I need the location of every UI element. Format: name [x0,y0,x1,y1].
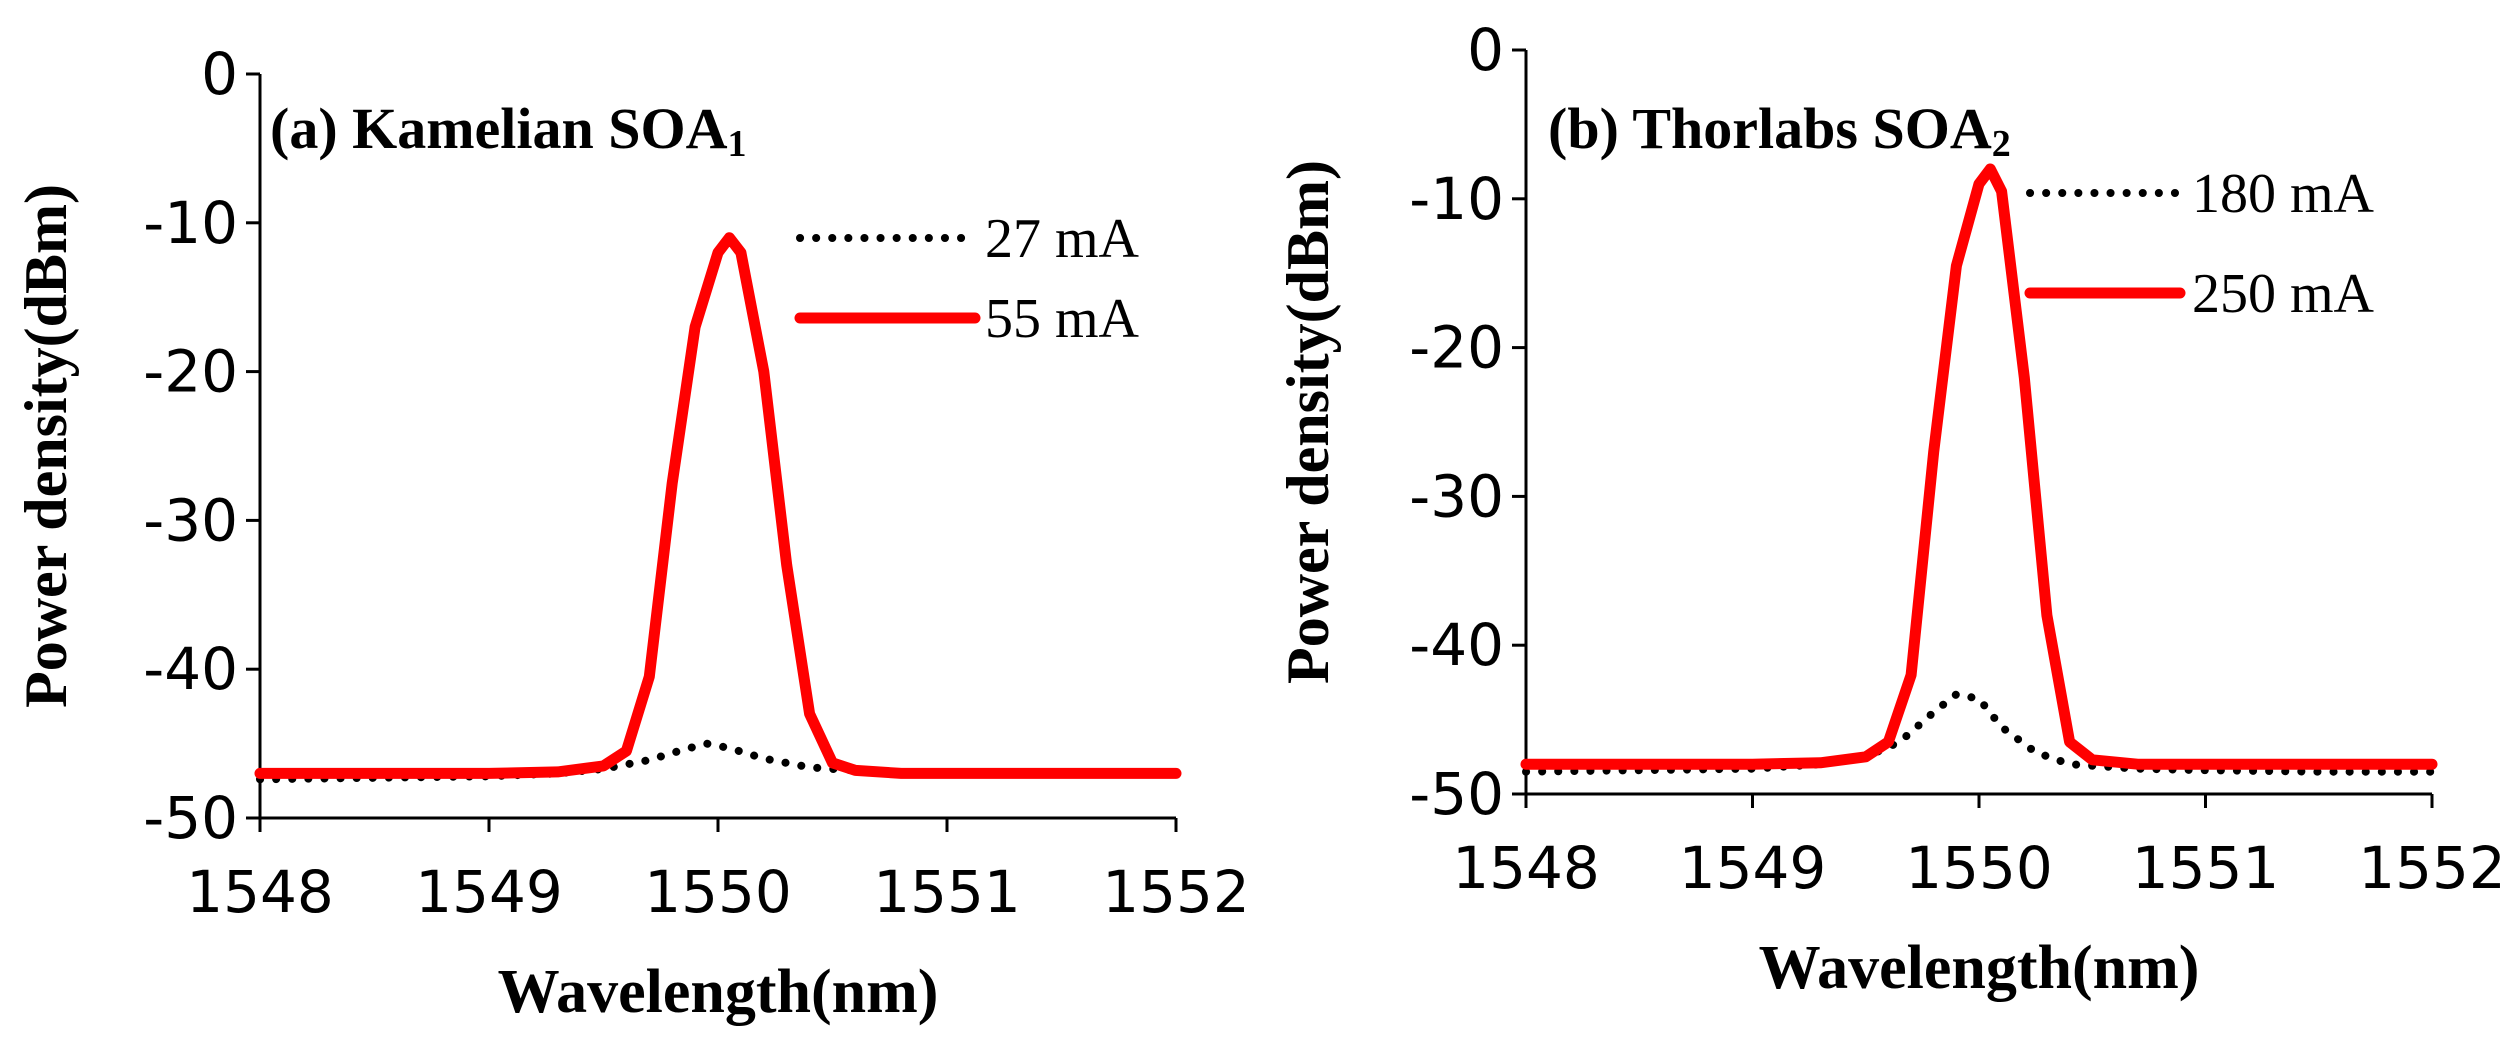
x-axis-label: Wavelength(nm) [498,958,939,1026]
y-tick-label: -20 [1409,314,1504,382]
y-axis-label: Power density(dBm) [1275,160,1341,684]
y-tick-label: -40 [1409,611,1504,679]
x-tick-label: 1550 [644,858,792,926]
y-tick-label: -50 [143,784,238,852]
series-line-27ma [256,739,1180,784]
y-tick-label: -10 [143,189,238,257]
panel-title: (a) Kamelian SOA1 [270,96,747,165]
series-line-55ma [254,232,1182,779]
x-tick-label: 1549 [415,858,563,926]
x-tick-label: 1550 [1905,834,2053,902]
y-tick-label: -30 [143,486,238,554]
y-tick-label: -10 [1409,165,1504,233]
x-axis-label: Wavelength(nm) [1759,934,2200,1002]
panel-title-subscript: 1 [728,123,747,165]
y-tick-label: -50 [1409,760,1504,828]
x-tick-label: 1552 [2358,834,2506,902]
legend-label: 27 mA [985,208,1140,270]
series-line-250ma [1520,163,2438,770]
y-tick-label: 0 [1467,16,1504,84]
y-axis-label: Power density(dBm) [13,184,79,708]
x-tick-label: 1551 [2132,834,2280,902]
x-tick-label: 1552 [1102,858,1250,926]
legend-label: 180 mA [2192,163,2375,225]
y-tick-label: -30 [1409,462,1504,530]
panel-title-main: (b) Thorlabs SOA [1548,96,1992,161]
y-tick-label: 0 [201,40,238,108]
x-tick-label: 1551 [873,858,1021,926]
x-tick-label: 1548 [186,858,334,926]
x-tick-label: 1548 [1452,834,1600,902]
panel-title-subscript: 2 [1992,123,2011,165]
legend-label: 250 mA [2192,263,2375,325]
y-tick-label: -20 [143,338,238,406]
x-tick-label: 1549 [1679,834,1827,902]
panel-title-main: (a) Kamelian SOA [270,96,728,161]
y-tick-label: -40 [143,635,238,703]
panel-title: (b) Thorlabs SOA2 [1548,96,2011,165]
legend-label: 55 mA [985,288,1140,350]
